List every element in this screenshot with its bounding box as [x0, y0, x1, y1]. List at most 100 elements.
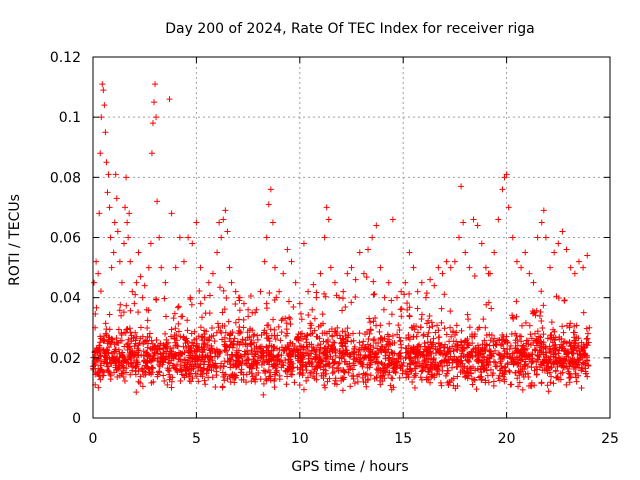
data-point — [392, 369, 399, 376]
data-point — [212, 383, 219, 390]
data-point — [375, 349, 382, 356]
data-point — [265, 322, 272, 329]
data-point — [180, 333, 187, 340]
data-point — [172, 365, 179, 372]
data-point — [407, 350, 414, 357]
data-point — [365, 246, 372, 253]
data-point — [346, 366, 353, 373]
data-point — [303, 343, 310, 350]
data-point — [118, 370, 125, 377]
data-point — [352, 358, 359, 365]
data-point — [177, 377, 184, 384]
data-point — [263, 356, 270, 363]
data-point — [170, 353, 177, 360]
data-point — [164, 367, 171, 374]
data-point — [149, 364, 156, 371]
data-point — [438, 382, 445, 389]
data-point — [519, 365, 526, 372]
data-point — [139, 383, 146, 390]
data-point — [438, 305, 445, 312]
data-point — [453, 346, 460, 353]
data-point — [135, 378, 142, 385]
data-point — [173, 352, 180, 359]
data-point — [549, 339, 556, 346]
data-point — [298, 355, 305, 362]
data-point — [349, 330, 356, 337]
data-point — [557, 376, 564, 383]
data-point — [128, 332, 135, 339]
data-point — [457, 338, 464, 345]
data-point — [584, 335, 591, 342]
data-point — [518, 368, 525, 375]
data-point — [152, 81, 159, 88]
data-point — [253, 306, 260, 313]
data-point — [118, 312, 125, 319]
data-point — [160, 372, 167, 379]
data-point — [388, 359, 395, 366]
data-point — [263, 344, 270, 351]
data-point — [339, 387, 346, 394]
data-point — [331, 359, 338, 366]
data-point — [449, 359, 456, 366]
data-point — [162, 330, 169, 337]
data-point — [205, 358, 212, 365]
data-point — [121, 365, 128, 372]
data-point — [249, 373, 256, 380]
data-point — [306, 351, 313, 358]
data-point — [133, 389, 140, 396]
data-point — [111, 341, 118, 348]
data-point — [560, 364, 567, 371]
data-point — [552, 350, 559, 357]
data-point — [127, 329, 134, 336]
data-point — [382, 352, 389, 359]
data-point — [235, 347, 242, 354]
data-point — [231, 374, 238, 381]
data-point — [532, 312, 539, 319]
y-tick-label: 0.02 — [50, 351, 81, 367]
data-point — [538, 343, 545, 350]
data-point — [331, 368, 338, 375]
data-point — [405, 334, 412, 341]
data-point — [362, 353, 369, 360]
data-point — [188, 371, 195, 378]
data-point — [371, 375, 378, 382]
data-point — [388, 386, 395, 393]
x-tick-label: 20 — [498, 431, 516, 447]
data-point — [584, 330, 591, 337]
data-point — [537, 348, 544, 355]
data-point — [275, 352, 282, 359]
data-point — [215, 324, 222, 331]
data-point — [482, 324, 489, 331]
x-tick-label: 5 — [192, 431, 201, 447]
data-point — [237, 329, 244, 336]
data-point — [431, 374, 438, 381]
data-point — [364, 329, 371, 336]
data-point — [319, 330, 326, 337]
data-point — [261, 258, 268, 265]
data-point — [295, 349, 302, 356]
data-point — [270, 316, 277, 323]
data-point — [495, 216, 502, 223]
data-point — [143, 349, 150, 356]
data-point — [531, 330, 538, 337]
data-point — [222, 329, 229, 336]
data-point — [259, 348, 266, 355]
data-point — [313, 289, 320, 296]
data-point — [257, 288, 264, 295]
data-point — [582, 368, 589, 375]
data-point — [552, 334, 559, 341]
data-point — [483, 341, 490, 348]
data-point — [512, 345, 519, 352]
data-point — [160, 350, 167, 357]
data-point — [267, 373, 274, 380]
data-point — [481, 366, 488, 373]
data-point — [582, 361, 589, 368]
data-point — [515, 360, 522, 367]
data-point — [280, 347, 287, 354]
data-point — [262, 376, 269, 383]
data-point — [474, 222, 481, 229]
data-point — [102, 320, 109, 327]
data-point — [352, 276, 359, 283]
data-point — [575, 258, 582, 265]
data-point — [312, 363, 319, 370]
